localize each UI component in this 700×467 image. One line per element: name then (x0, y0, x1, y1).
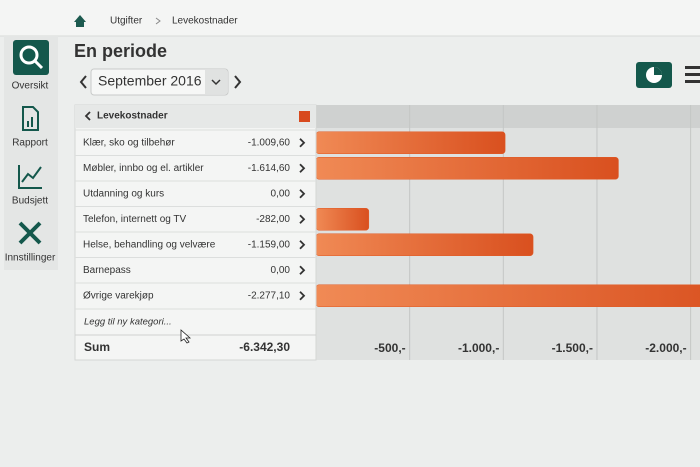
dropdown-button[interactable] (205, 70, 227, 94)
category-label[interactable]: Helse, behandling og velvære (83, 239, 216, 250)
x-tick-label: -2.000,- (645, 341, 686, 355)
rapport-icon[interactable] (22, 106, 39, 131)
category-label[interactable]: Barnepass (83, 265, 131, 276)
sum-label: Sum (84, 340, 110, 354)
color-swatch (299, 111, 310, 122)
breadcrumb-sep (155, 17, 161, 25)
bar (316, 208, 370, 231)
value-label: 0,00 (271, 265, 291, 276)
bar (316, 131, 506, 154)
category-label[interactable]: Klær, sko og tilbehør (83, 137, 175, 148)
x-tick-label: -1.500,- (552, 341, 593, 355)
pie-icon-slice (654, 67, 662, 75)
x-tick-label: -500,- (374, 341, 405, 355)
bar (316, 284, 700, 307)
innstillinger-icon[interactable] (18, 221, 42, 245)
prev-period[interactable] (79, 75, 87, 89)
add-category[interactable]: Legg til ny kategori... (84, 317, 172, 328)
x-tick-label: -1.000,- (458, 341, 499, 355)
table-header (75, 105, 316, 128)
back-arrow[interactable] (84, 111, 91, 121)
page-title: En periode (74, 41, 167, 61)
value-label: 0,00 (271, 188, 291, 199)
sum-value: -6.342,30 (239, 340, 290, 354)
breadcrumb-item[interactable]: Levekostnader (172, 16, 238, 27)
value-label: -282,00 (256, 214, 290, 225)
row-chevron[interactable] (299, 240, 306, 250)
category-label[interactable]: Øvrige varekjøp (83, 290, 154, 301)
value-label: -1.614,60 (248, 163, 291, 174)
category-label[interactable]: Telefon, internett og TV (83, 214, 187, 225)
chart-header (316, 105, 700, 128)
sidebar-label[interactable]: Budsjett (12, 196, 48, 207)
sidebar-label[interactable]: Oversikt (12, 81, 49, 92)
budsjett-icon[interactable] (18, 165, 42, 189)
row-chevron[interactable] (299, 291, 306, 301)
menu-icon[interactable] (685, 66, 700, 83)
category-label[interactable]: Utdanning og kurs (83, 188, 164, 199)
home-icon[interactable] (74, 15, 86, 27)
dropdown-arrow (211, 79, 221, 86)
bar (316, 157, 619, 180)
sidebar-label[interactable]: Rapport (12, 138, 48, 149)
cursor (180, 329, 192, 344)
row-chevron[interactable] (299, 265, 306, 275)
row-chevron[interactable] (299, 163, 306, 173)
magnifier (19, 45, 39, 65)
category-label[interactable]: Møbler, innbo og el. artikler (83, 163, 204, 174)
oversikt-icon[interactable] (13, 40, 49, 75)
value-label: -1.009,60 (248, 137, 291, 148)
table-header-label: Levekostnader (97, 111, 168, 122)
magnifier-handle (33, 59, 44, 70)
row-chevron[interactable] (299, 138, 306, 148)
value-label: -1.159,00 (248, 239, 291, 250)
bar (316, 233, 534, 256)
row-chevron[interactable] (299, 214, 306, 224)
value-label: -2.277,10 (248, 290, 291, 301)
sidebar-label[interactable]: Innstillinger (5, 253, 56, 264)
top-bar (0, 0, 700, 36)
row-chevron[interactable] (299, 189, 306, 199)
next-period[interactable] (234, 75, 242, 89)
breadcrumb-item[interactable]: Utgifter (110, 16, 143, 27)
period-label: September 2016 (98, 73, 202, 89)
period-select[interactable] (90, 68, 229, 96)
